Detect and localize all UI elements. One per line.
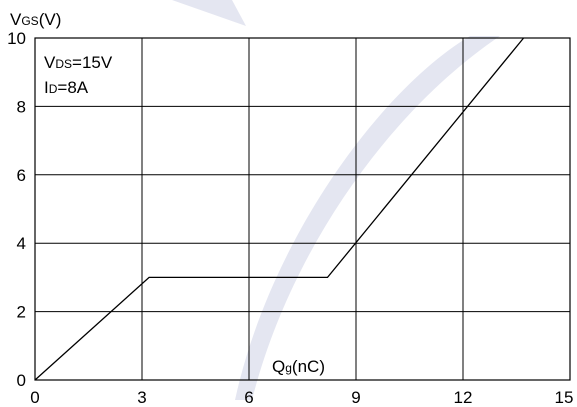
x-tick-label: 3 (137, 388, 146, 407)
y-tick-label: 6 (17, 166, 26, 185)
grid (35, 38, 570, 380)
y-tick-label: 2 (17, 303, 26, 322)
id-annotation: ID=8A (44, 78, 89, 97)
y-tick-label: 0 (17, 371, 26, 390)
x-tick-label: 6 (244, 388, 253, 407)
y-tick-label: 4 (17, 234, 26, 253)
x-tick-labels: 0 3 6 9 12 15 (30, 388, 573, 407)
vds-annotation: VDS=15V (44, 53, 113, 72)
x-tick-label: 9 (351, 388, 360, 407)
vgs-vs-qg-curve (34, 37, 525, 381)
y-tick-labels: 0 2 4 6 8 10 (7, 29, 26, 390)
x-tick-label: 15 (555, 388, 574, 407)
x-tick-label: 0 (30, 388, 39, 407)
y-tick-label: 10 (7, 29, 26, 48)
y-tick-label: 8 (17, 97, 26, 116)
x-axis-label: Qg(nC) (272, 357, 325, 376)
y-axis-label: VGS(V) (10, 10, 61, 29)
x-tick-label: 12 (454, 388, 473, 407)
watermark-flag (172, 0, 246, 26)
plot-frame (34, 37, 571, 381)
watermark-stroke (235, 36, 500, 400)
